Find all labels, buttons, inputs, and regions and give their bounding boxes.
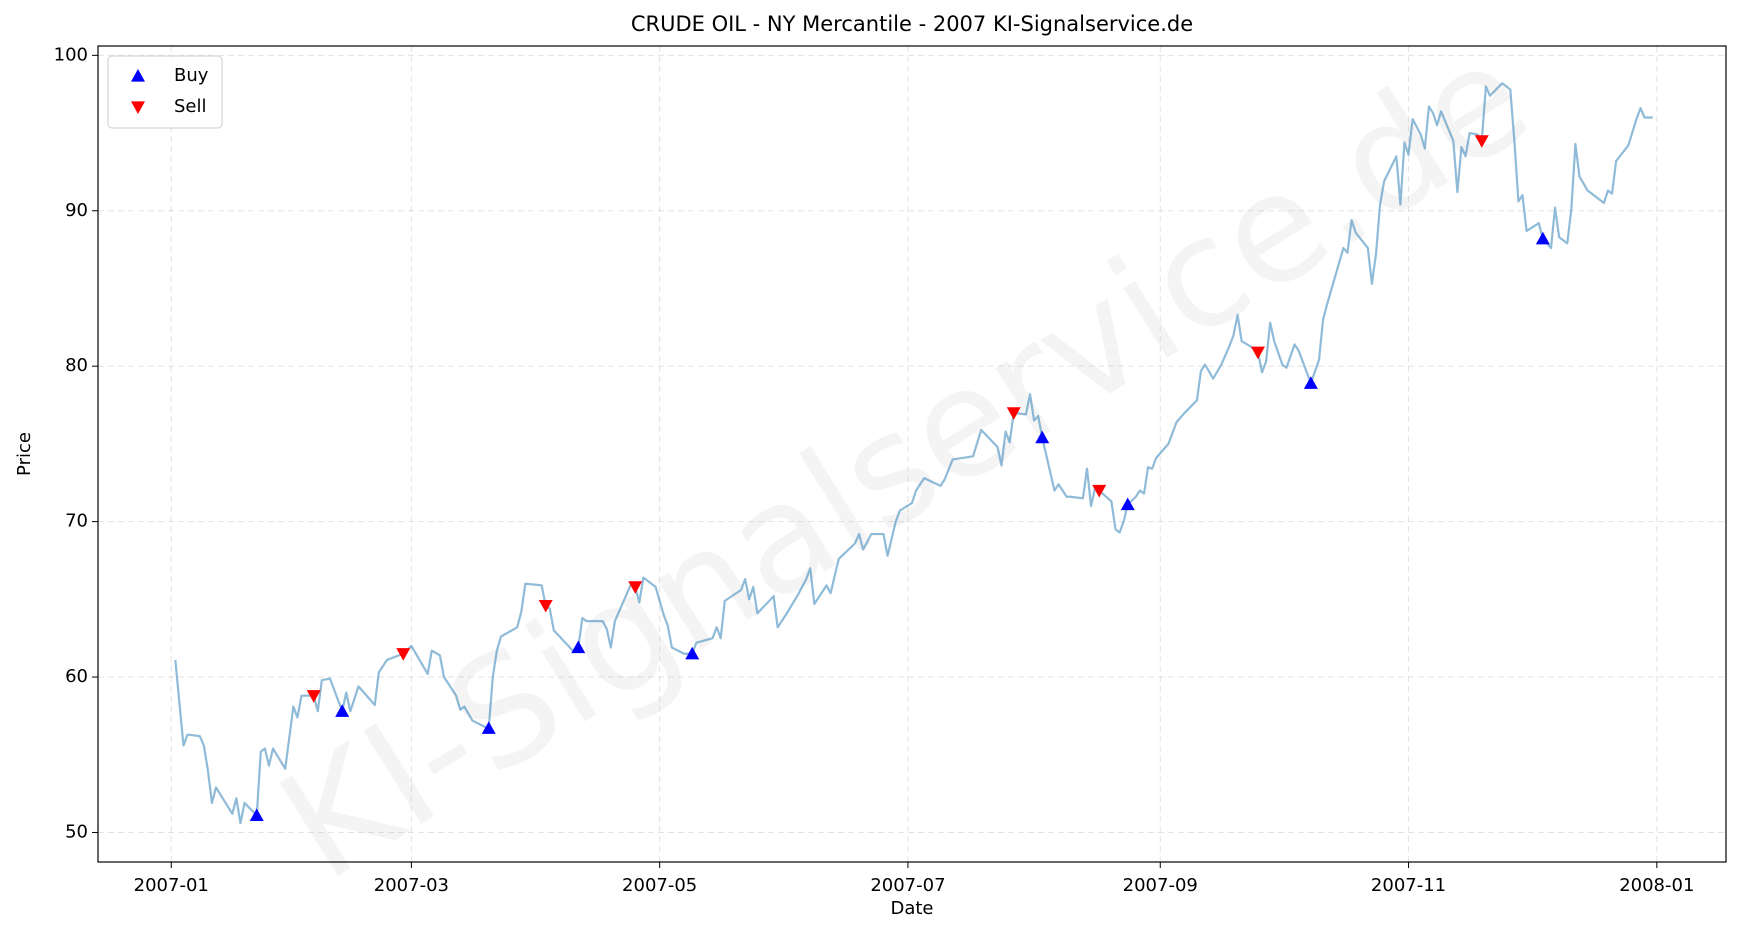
x-tick-label: 2008-01	[1619, 875, 1694, 896]
signal-marker	[306, 690, 321, 703]
signal-marker	[628, 581, 643, 594]
signal-marker	[1120, 497, 1135, 511]
y-tick-label: 100	[54, 44, 88, 65]
x-tick-label: 2007-11	[1371, 875, 1446, 896]
x-tick-label: 2007-01	[134, 875, 209, 896]
signal-marker	[571, 640, 586, 654]
x-tick-label: 2007-07	[870, 875, 945, 896]
signal-marker	[335, 704, 350, 717]
chart-title: CRUDE OIL - NY Mercantile - 2007 KI-Sign…	[631, 12, 1193, 36]
signal-marker	[1535, 231, 1550, 245]
signal-marker	[685, 646, 700, 660]
x-tick-label: 2007-03	[374, 875, 449, 896]
y-tick-label: 80	[65, 355, 88, 376]
signal-marker	[1250, 346, 1265, 360]
watermark: KI-Signalservice.de	[252, 9, 1557, 914]
legend-label: Buy	[174, 65, 209, 86]
x-tick-label: 2007-05	[622, 875, 697, 896]
y-tick-label: 90	[65, 200, 88, 221]
signal-marker	[1006, 407, 1021, 420]
signal-marker	[1092, 484, 1107, 498]
legend-marker	[131, 101, 145, 114]
signal-marker	[1035, 430, 1050, 444]
legend-label: Sell	[174, 96, 207, 117]
y-tick-label: 60	[65, 666, 88, 687]
signal-marker	[538, 599, 553, 613]
y-tick-label: 70	[65, 511, 88, 532]
signal-marker	[1303, 376, 1318, 389]
signal-marker	[396, 648, 411, 661]
legend-marker	[131, 69, 145, 82]
price-line	[174, 82, 1653, 825]
plot-frame	[97, 45, 1727, 863]
signal-marker	[1474, 135, 1489, 148]
x-tick-label: 2007-09	[1123, 875, 1198, 896]
y-tick-label: 50	[65, 821, 88, 842]
x-axis-label: Date	[890, 898, 933, 919]
y-axis-label: Price	[14, 432, 35, 476]
signal-marker	[481, 721, 496, 734]
signal-marker	[249, 808, 264, 821]
